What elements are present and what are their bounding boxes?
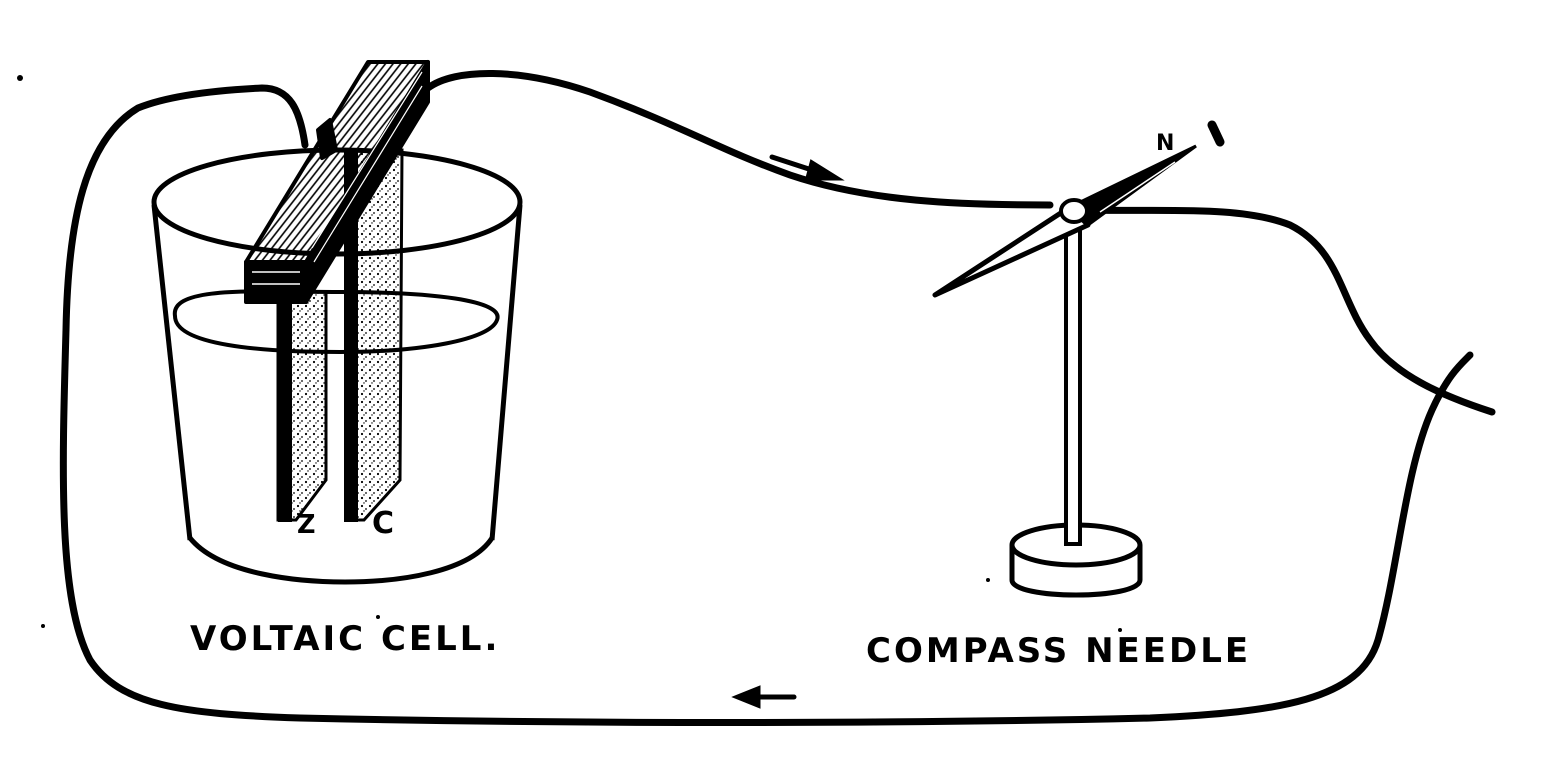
arrow-right-icon (769, 154, 845, 181)
zinc-plate (276, 290, 328, 522)
circuit-wire (59, 70, 1496, 726)
compass-needle (932, 144, 1197, 298)
copper-plate (344, 148, 404, 522)
copper-label: C (372, 506, 394, 541)
print-specks (17, 75, 1122, 632)
north-pole-marker (1207, 120, 1225, 147)
compass-stand (1064, 220, 1082, 546)
north-pole-label: N (1156, 131, 1174, 156)
zinc-label: Z (297, 510, 316, 540)
compass-needle-caption: COMPASS NEEDLE (866, 631, 1251, 671)
voltaic-cell: Z C (151, 60, 523, 585)
arrow-left-icon (731, 685, 797, 709)
voltaic-cell-caption: VOLTAIC CELL. (190, 619, 500, 659)
compass: N (932, 120, 1225, 598)
wooden-bar (244, 60, 430, 304)
